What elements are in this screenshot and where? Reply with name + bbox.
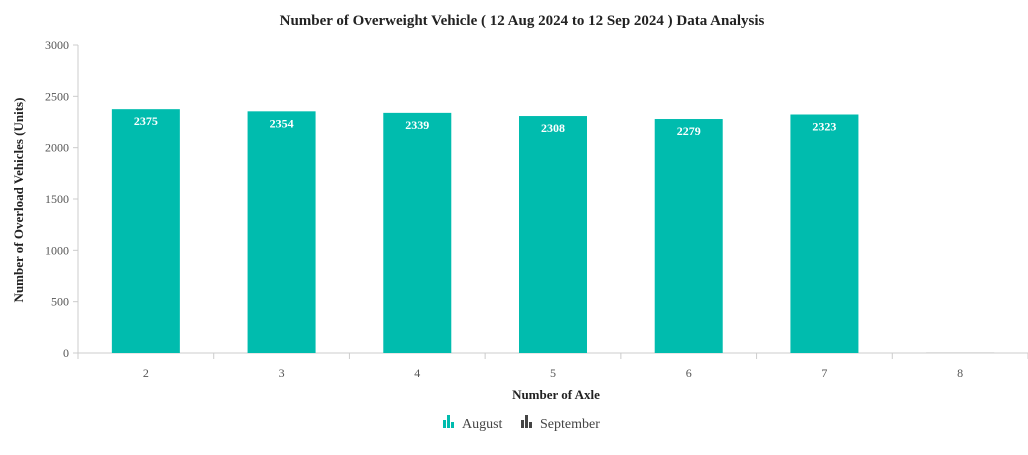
bar-group: 2375 2354 2339 2308 2279 2323 <box>111 109 995 354</box>
chart-title: Number of Overweight Vehicle ( 12 Aug 20… <box>280 13 765 29</box>
legend: August September <box>443 415 600 432</box>
legend-label: September <box>540 417 600 432</box>
y-tick-label: 1500 <box>45 192 69 206</box>
x-axis: 2 3 4 5 6 7 8 <box>77 352 1028 380</box>
bar[interactable] <box>111 109 180 354</box>
legend-item[interactable]: August <box>443 415 503 432</box>
bar-data-label: 2339 <box>405 118 429 132</box>
bar-data-label: 2323 <box>812 120 836 134</box>
y-tick-label: 0 <box>63 346 69 360</box>
legend-label: August <box>462 417 503 432</box>
x-tick-label: 6 <box>686 366 692 380</box>
y-tick-label: 2000 <box>45 141 69 155</box>
x-tick-label: 5 <box>550 366 556 380</box>
x-tick-label: 2 <box>143 366 149 380</box>
y-axis-title: Number of Overload Vehicles (Units) <box>11 98 26 303</box>
bar[interactable] <box>654 119 723 353</box>
bar-data-label: 2308 <box>541 121 565 135</box>
bar[interactable] <box>519 116 587 353</box>
bar[interactable] <box>383 112 452 353</box>
x-tick-label: 8 <box>957 366 963 380</box>
bar-data-label: 2375 <box>134 114 158 128</box>
bar-data-label: 2279 <box>677 124 701 138</box>
bar-chart-icon <box>443 415 454 428</box>
x-tick-label: 7 <box>821 366 827 380</box>
y-tick-label: 2500 <box>45 89 69 103</box>
x-tick-label: 4 <box>414 366 420 380</box>
y-tick-label: 1000 <box>45 243 69 257</box>
bar[interactable] <box>790 114 859 353</box>
bar-data-label: 2354 <box>270 116 294 130</box>
x-tick-label: 3 <box>279 366 285 380</box>
y-tick-label: 3000 <box>45 38 69 52</box>
y-tick-label: 500 <box>51 295 69 309</box>
x-axis-title: Number of Axle <box>512 387 600 402</box>
legend-item[interactable]: September <box>521 415 600 432</box>
bar[interactable] <box>926 352 995 353</box>
bar[interactable] <box>247 111 316 354</box>
y-axis: 0 500 1000 1500 2000 2500 3000 <box>45 38 79 360</box>
bar-chart-icon <box>521 415 532 428</box>
